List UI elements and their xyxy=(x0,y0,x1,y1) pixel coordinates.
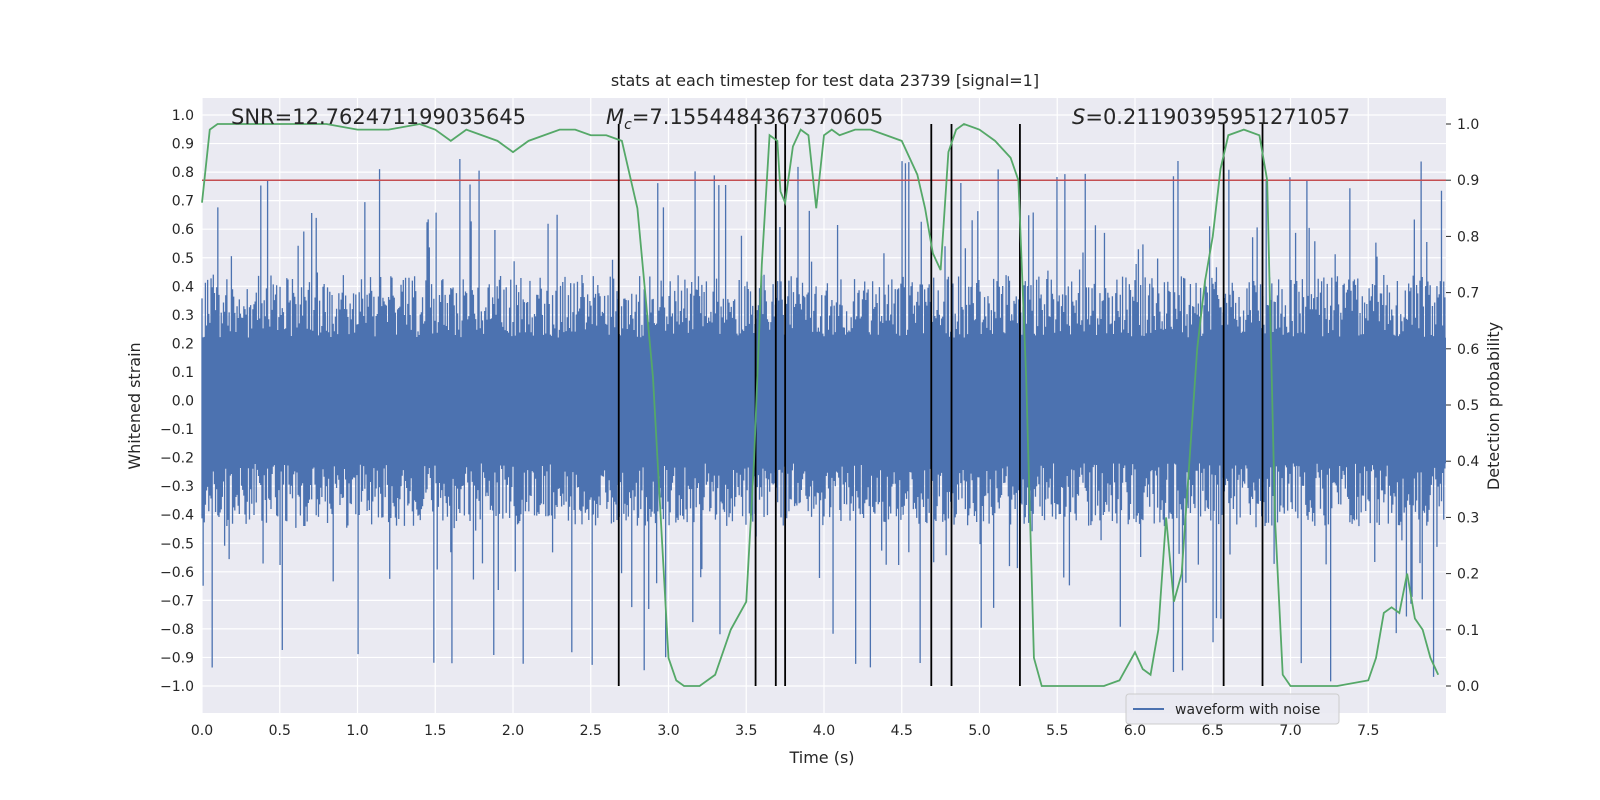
x-tick-label: 4.5 xyxy=(891,723,913,739)
y-tick-label-right: 0.4 xyxy=(1457,454,1479,470)
y-tick-label-right: 0.3 xyxy=(1457,510,1479,526)
y-tick-label-left: 0.4 xyxy=(172,279,194,295)
snr-annotation: SNR=12.762471199035645 xyxy=(231,105,526,129)
x-tick-label: 1.5 xyxy=(424,723,446,739)
y-tick-label-right: 0.5 xyxy=(1457,398,1479,414)
y-tick-label-right: 0.2 xyxy=(1457,567,1479,583)
y-tick-label-left: −1.0 xyxy=(160,679,194,695)
y-tick-label-right: 0.1 xyxy=(1457,623,1479,639)
s-annotation: S=0.21190395951271057 xyxy=(1072,105,1350,129)
y-axis-label-right: Detection probability xyxy=(1484,322,1503,490)
y-tick-label-right: 0.7 xyxy=(1457,286,1479,302)
x-tick-label: 4.0 xyxy=(813,723,835,739)
chirp-mass-value: =7.1554484367370605 xyxy=(632,105,883,129)
x-tick-label: 1.0 xyxy=(346,723,368,739)
y-axis-label-left: Whitened strain xyxy=(125,342,144,469)
legend-label: waveform with noise xyxy=(1175,702,1320,718)
chart-title: stats at each timestep for test data 237… xyxy=(611,71,1039,90)
y-tick-label-left: 0.1 xyxy=(172,365,194,381)
legend: waveform with noise xyxy=(1125,693,1340,725)
chirp-mass-symbol: M xyxy=(606,105,624,129)
y-tick-label-left: −0.5 xyxy=(160,536,194,552)
x-tick-label: 0.5 xyxy=(269,723,291,739)
y-tick-label-left: −0.1 xyxy=(160,422,194,438)
axes: 0.0 0.5 1.0 1.5 2.0 2.5 3.0 3.5 4.0 4.5 5.0 5.5 6.0 6… xyxy=(160,108,1479,739)
x-tick-label: 3.5 xyxy=(735,723,757,739)
x-tick-label: 7.5 xyxy=(1357,723,1379,739)
x-tick-label: 6.5 xyxy=(1202,723,1224,739)
waveform-line xyxy=(201,158,1446,682)
y-tick-label-left: 0.5 xyxy=(172,251,194,267)
x-axis-label: Time (s) xyxy=(788,748,854,767)
x-tick-label: 2.0 xyxy=(502,723,524,739)
s-symbol: S xyxy=(1072,105,1085,129)
x-tick-label: 3.0 xyxy=(657,723,679,739)
y-tick-label-right: 0.0 xyxy=(1457,679,1479,695)
y-tick-label-left: 0.7 xyxy=(172,194,194,210)
chirp-mass-subscript: c xyxy=(624,117,632,133)
waveform-series xyxy=(201,158,1446,682)
y-tick-label-left: −0.2 xyxy=(160,451,194,467)
y-tick-label-left: −0.7 xyxy=(160,593,194,609)
x-tick-label: 6.0 xyxy=(1124,723,1146,739)
probability-line xyxy=(201,122,1440,687)
legend-box xyxy=(1125,693,1340,725)
x-tick-label: 7.0 xyxy=(1279,723,1301,739)
y-tick-label-right: 1.0 xyxy=(1457,117,1479,133)
chirp-mass-annotation: Mc=7.1554484367370605 xyxy=(606,105,883,133)
y-tick-label-left: 1.0 xyxy=(172,108,194,124)
x-tick-label: 5.5 xyxy=(1046,723,1068,739)
y-tick-label-right: 0.6 xyxy=(1457,342,1479,358)
s-value: =0.21190395951271057 xyxy=(1085,105,1350,129)
y-tick-label-left: −0.3 xyxy=(160,479,194,495)
y-tick-label-left: −0.8 xyxy=(160,622,194,638)
probability-series xyxy=(201,122,1440,687)
y-tick-label-left: −0.9 xyxy=(160,650,194,666)
x-tick-label: 0.0 xyxy=(191,723,213,739)
y-tick-label-right: 0.8 xyxy=(1457,229,1479,245)
y-tick-label-left: −0.4 xyxy=(160,508,194,524)
y-tick-label-left: 0.9 xyxy=(172,137,194,153)
y-tick-label-right: 0.9 xyxy=(1457,173,1479,189)
y-tick-label-left: 0.3 xyxy=(172,308,194,324)
y-tick-label-left: 0.6 xyxy=(172,222,194,238)
x-tick-label: 2.5 xyxy=(580,723,602,739)
y-tick-label-left: −0.6 xyxy=(160,565,194,581)
y-tick-label-left: 0.0 xyxy=(172,394,194,410)
x-tick-label: 5.0 xyxy=(968,723,990,739)
y-tick-label-left: 0.8 xyxy=(172,165,194,181)
y-tick-label-left: 0.2 xyxy=(172,336,194,352)
